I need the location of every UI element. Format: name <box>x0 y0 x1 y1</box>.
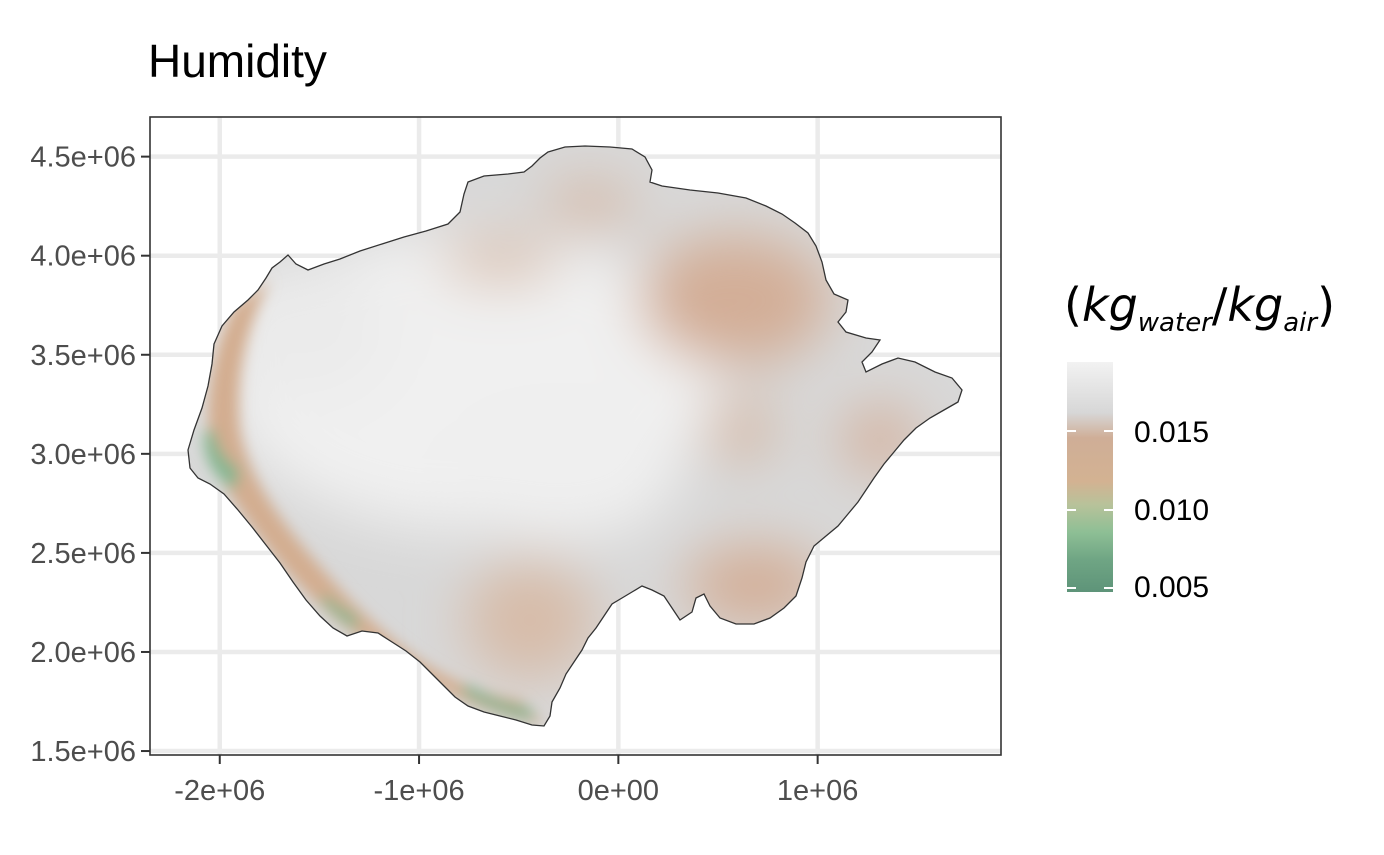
legend-tick <box>1104 509 1113 511</box>
legend-title-close: ) <box>1317 278 1336 332</box>
legend-title: (kgwater/kgair) <box>1064 282 1335 336</box>
map-title: Humidity <box>148 35 327 87</box>
legend-colorbar <box>1067 362 1113 592</box>
y-tick-label: 4.5e+06 <box>30 142 136 174</box>
plot-border <box>149 116 1002 756</box>
legend-title-sub1: water <box>1137 308 1212 338</box>
y-tick-label: 1.5e+06 <box>30 736 136 768</box>
legend-tick <box>1104 587 1113 589</box>
y-tick-label: 2.5e+06 <box>30 538 136 570</box>
x-tick-label: 0e+00 <box>578 775 659 807</box>
legend-tick <box>1067 430 1076 432</box>
legend-tick <box>1067 509 1076 511</box>
legend-tick <box>1067 587 1076 589</box>
legend-label-0015: 0.015 <box>1134 416 1210 449</box>
y-axis: 1.5e+06 2.0e+06 2.5e+06 3.0e+06 3.5e+06 4.0e+… <box>30 142 150 768</box>
legend-title-base2: kg <box>1227 278 1284 332</box>
legend-title-base1: kg <box>1081 278 1138 332</box>
x-axis: -2e+06 -1e+06 0e+00 1e+06 <box>174 755 858 807</box>
x-tick-label: -2e+06 <box>174 775 265 807</box>
legend-title-slash: / <box>1211 278 1228 332</box>
y-tick-label: 3.0e+06 <box>30 439 136 471</box>
legend-title-sub2: air <box>1283 308 1318 338</box>
x-tick-label: -1e+06 <box>373 775 464 807</box>
legend-tick <box>1104 430 1113 432</box>
y-tick-label: 2.0e+06 <box>30 637 136 669</box>
y-tick-label: 3.5e+06 <box>30 340 136 372</box>
y-tick-label: 4.0e+06 <box>30 241 136 273</box>
legend-label-0005: 0.005 <box>1134 571 1210 604</box>
x-tick-label: 1e+06 <box>777 775 858 807</box>
basin-outline <box>187 145 963 727</box>
legend-title-open: ( <box>1064 278 1082 332</box>
humidity-raster <box>188 146 962 726</box>
legend-label-0010: 0.010 <box>1134 494 1210 527</box>
